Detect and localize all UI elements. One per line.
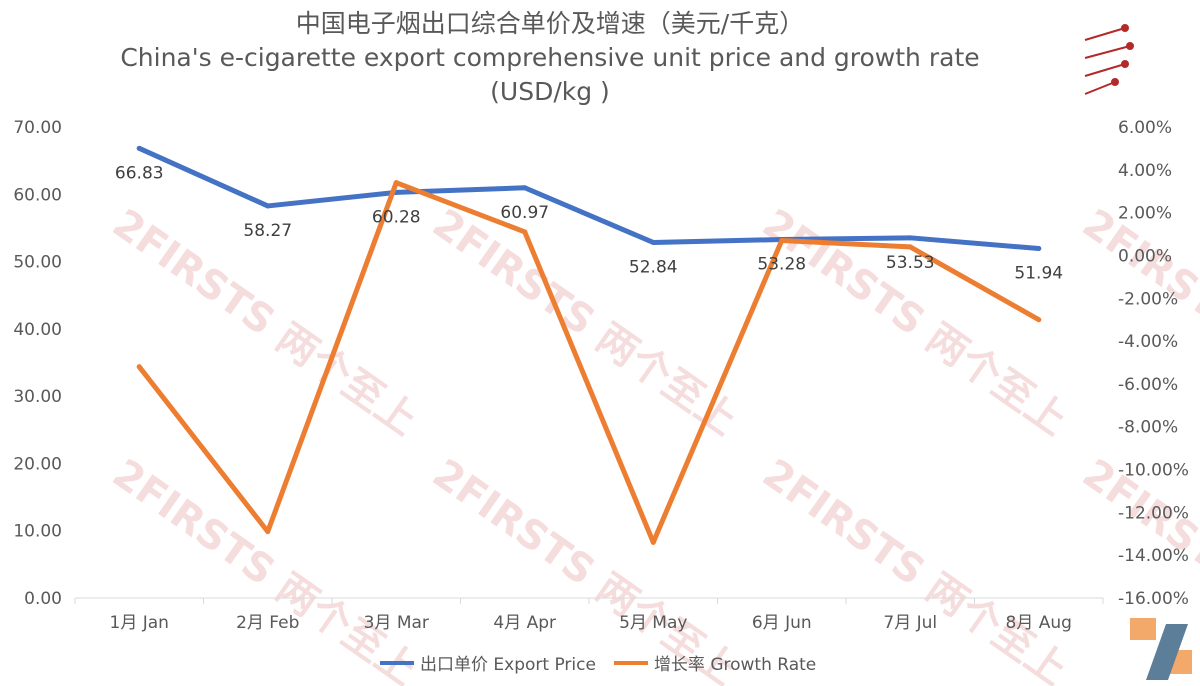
- export-price-point: [650, 239, 656, 245]
- watermark: 2FIRSTS 两个至上: [1074, 201, 1200, 445]
- x-tick-label: 8月 Aug: [1006, 613, 1072, 633]
- export-price-point: [265, 203, 271, 209]
- legend-item-export-price: 出口单价 Export Price: [380, 650, 596, 675]
- watermark: 2FIRSTS 两个至上: [424, 201, 745, 445]
- right-y-tick-label: -6.00%: [1118, 375, 1178, 395]
- growth-rate-point: [265, 529, 271, 535]
- legend-label: 增长率 Growth Rate: [653, 655, 817, 675]
- right-y-tick-label: 6.00%: [1118, 118, 1172, 138]
- right-y-tick-label: -8.00%: [1118, 418, 1178, 438]
- right-y-tick-label: -16.00%: [1118, 589, 1189, 609]
- legend: 出口单价 Export Price 增长率 Growth Rate: [380, 650, 816, 675]
- right-y-tick-label: -12.00%: [1118, 503, 1189, 523]
- x-tick-label: 1月 Jan: [110, 613, 169, 633]
- left-y-tick-label: 50.00: [13, 253, 62, 273]
- growth-rate-line: [136, 180, 1042, 545]
- corner-logo-icon: [1130, 618, 1192, 680]
- chart-unit: (USD/kg ): [490, 77, 610, 106]
- export-price-point: [907, 235, 913, 241]
- export-price-data-label: 51.94: [1014, 264, 1063, 284]
- export-price-line: [136, 145, 1042, 252]
- chart-title: 中国电子烟出口综合单价及增速（美元/千克）: [295, 9, 805, 38]
- legend-item-growth-rate: 增长率 Growth Rate: [613, 650, 817, 675]
- export-price-point: [522, 185, 528, 191]
- right-y-tick-label: -10.00%: [1118, 461, 1189, 481]
- x-tick-label: 5月 May: [619, 613, 687, 633]
- export-price-point: [1036, 246, 1042, 252]
- x-tick-label: 2月 Feb: [236, 613, 299, 633]
- left-y-tick-label: 10.00: [13, 522, 62, 542]
- export-price-data-label: 53.53: [886, 253, 935, 273]
- right-y-tick-label: -4.00%: [1118, 332, 1178, 352]
- growth-rate-point: [650, 539, 656, 545]
- legend-swatch: [380, 660, 414, 665]
- left-y-tick-label: 20.00: [13, 454, 62, 474]
- watermark: 2FIRSTS 两个至上: [104, 451, 425, 686]
- right-y-tick-label: 0.00%: [1118, 246, 1172, 266]
- growth-rate-point: [907, 244, 913, 250]
- x-tick-label: 3月 Mar: [364, 613, 429, 633]
- chart-subtitle: China's e-cigarette export comprehensive…: [120, 43, 980, 72]
- export-price-point: [136, 145, 142, 151]
- growth-rate-point: [393, 180, 399, 186]
- x-tick-label: 4月 Apr: [493, 613, 556, 633]
- export-price-data-label: 53.28: [757, 255, 806, 275]
- growth-rate-point: [136, 364, 142, 370]
- right-y-tick-label: 2.00%: [1118, 204, 1172, 224]
- growth-rate-point: [1036, 317, 1042, 323]
- legend-label: 出口单价 Export Price: [420, 655, 596, 675]
- export-price-data-label: 60.28: [372, 207, 421, 227]
- legend-swatch: [613, 660, 648, 665]
- left-y-tick-label: 40.00: [13, 320, 62, 340]
- export-price-data-label: 66.83: [115, 163, 164, 183]
- export-price-data-label: 52.84: [629, 257, 678, 277]
- growth-rate-point: [779, 237, 785, 243]
- x-tick-label: 7月 Jul: [883, 613, 937, 633]
- left-y-tick-label: 0.00: [24, 589, 62, 609]
- export-price-data-label: 60.97: [500, 203, 549, 223]
- x-tick-label: 6月 Jun: [752, 613, 812, 633]
- left-y-tick-label: 30.00: [13, 387, 62, 407]
- right-y-tick-label: -14.00%: [1118, 546, 1189, 566]
- right-y-tick-label: 4.00%: [1118, 161, 1172, 181]
- right-y-tick-label: -2.00%: [1118, 289, 1178, 309]
- left-y-tick-label: 70.00: [13, 118, 62, 138]
- export-price-data-label: 58.27: [243, 221, 292, 241]
- growth-rate-point: [522, 229, 528, 235]
- left-y-tick-label: 60.00: [13, 185, 62, 205]
- logo-mark-icon: [1084, 24, 1134, 95]
